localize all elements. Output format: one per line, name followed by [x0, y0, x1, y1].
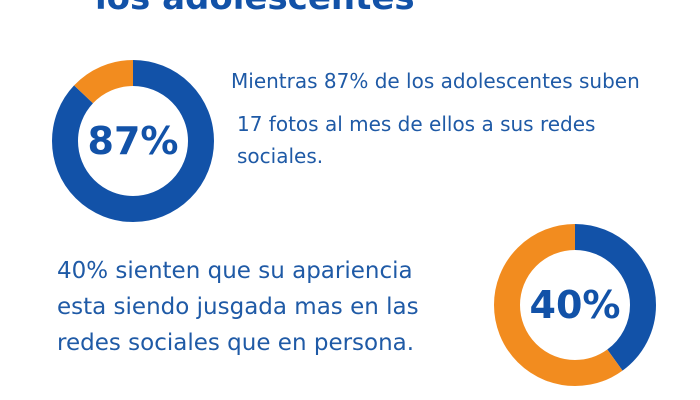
stat-text-3: 40% sienten que su apariencia esta siend… — [57, 253, 419, 361]
donut-chart-40: 40% — [494, 224, 656, 386]
donut-segments — [494, 224, 656, 386]
stat-text-line: 17 fotos al mes de ellos a sus redes — [237, 112, 596, 136]
donut-segment-accent — [52, 60, 214, 222]
donut-segments — [52, 60, 214, 222]
stat-text-line: 40% sienten que su apariencia — [57, 258, 413, 284]
stat-text-2: 17 fotos al mes de ellos a sus redes soc… — [237, 108, 595, 172]
stat-text-line: sociales. — [237, 144, 324, 168]
donut-chart-87: 87% — [52, 60, 214, 222]
stat-text-line: esta siendo jusgada mas en las — [57, 294, 419, 320]
section-title: los adolescentes — [95, 0, 415, 18]
donut-segment-accent — [494, 224, 656, 386]
stat-text-line: Mientras 87% de los adolescentes suben — [231, 69, 640, 93]
donut-center-label: 87% — [88, 119, 179, 163]
donut-center-label: 40% — [530, 283, 621, 327]
stat-text-1: Mientras 87% de los adolescentes suben — [231, 66, 640, 96]
stat-text-line: redes sociales que en persona. — [57, 330, 415, 356]
